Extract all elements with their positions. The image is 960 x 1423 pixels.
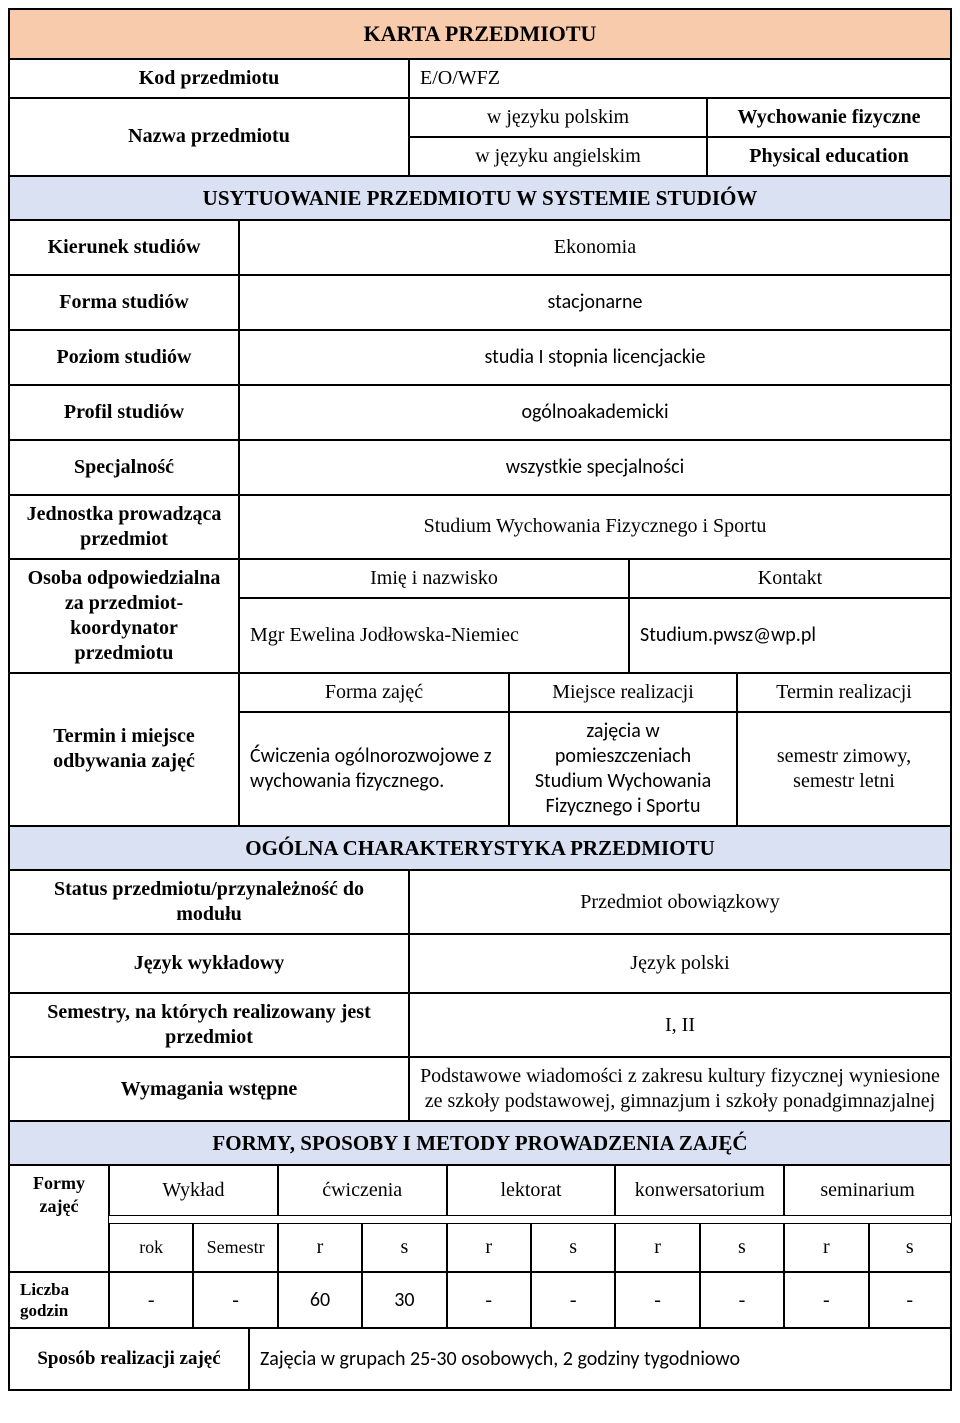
formy-sub-sem: Semestr [193, 1223, 277, 1272]
row-sposob: Sposób realizacji zajęć Zajęcia w grupac… [9, 1328, 951, 1390]
row-nazwa: Nazwa przedmiotu w języku polskim Wychow… [9, 98, 951, 176]
termin-col-miejsce: Miejsce realizacji [509, 673, 737, 712]
liczba-c10: - [869, 1272, 951, 1329]
liczba-c5: - [447, 1272, 531, 1329]
formy-sub-r-4: r [615, 1223, 699, 1272]
osoba-label: Osoba odpowiedzialna za przedmiot- koord… [9, 559, 239, 673]
kierunek-label: Kierunek studiów [9, 220, 239, 275]
row-wymagania: Wymagania wstępne Podstawowe wiadomości … [9, 1057, 951, 1121]
row-kod: Kod przedmiotu E/O/WFZ [9, 59, 951, 98]
row-formy-sub: rok Semestr r s r s r s r s [9, 1223, 951, 1272]
liczba-c3: 60 [278, 1272, 362, 1329]
kierunek-value: Ekonomia [239, 220, 951, 275]
poziom-value: studia I stopnia licencjackie [239, 330, 951, 385]
forma-label: Forma studiów [9, 275, 239, 330]
formy-sub-r-2: r [278, 1223, 362, 1272]
row-poziom: Poziom studiów studia I stopnia licencja… [9, 330, 951, 385]
row-spec: Specjalność wszystkie specjalności [9, 440, 951, 495]
formy-col-cwiczenia: ćwiczenia [278, 1165, 447, 1216]
sposob-label: Sposób realizacji zajęć [9, 1328, 249, 1390]
liczba-c7: - [615, 1272, 699, 1329]
termin-miejsce: zajęcia w pomieszczeniach Studium Wychow… [509, 712, 737, 826]
osoba-col-contact: Kontakt [629, 559, 951, 598]
termin-forma: Ćwiczenia ogólnorozwojowe z wychowania f… [239, 712, 509, 826]
course-card-sheet: KARTA PRZEDMIOTU Kod przedmiotu E/O/WFZ … [8, 8, 952, 1391]
forma-value: stacjonarne [239, 275, 951, 330]
formy-col-konwersatorium: konwersatorium [615, 1165, 784, 1216]
semestry-label: Semestry, na których realizowany jest pr… [9, 993, 409, 1057]
kod-value: E/O/WFZ [409, 59, 951, 98]
nazwa-lang-pl: w języku polskim [409, 98, 707, 137]
status-label: Status przedmiotu/przynależność do moduł… [9, 870, 409, 934]
kod-label: Kod przedmiotu [9, 59, 409, 98]
status-value: Przedmiot obowiązkowy [409, 870, 951, 934]
osoba-contact: Studium.pwsz@wp.pl [629, 598, 951, 673]
row-jezyk: Język wykładowy Język polski [9, 934, 951, 993]
row-termin: Termin i miejsce odbywania zajęć Forma z… [9, 673, 951, 826]
liczba-c4: 30 [362, 1272, 446, 1329]
section-usytuowanie: USYTUOWANIE PRZEDMIOTU W SYSTEMIE STUDIÓ… [9, 176, 951, 220]
nazwa-value-en: Physical education [707, 137, 951, 176]
formy-sub-s-4: s [700, 1223, 784, 1272]
title-header: KARTA PRZEDMIOTU [9, 9, 951, 59]
osoba-col-name: Imię i nazwisko [239, 559, 629, 598]
liczba-c1: - [109, 1272, 193, 1329]
jednostka-label: Jednostka prowadząca przedmiot [9, 495, 239, 559]
termin-col-forma: Forma zajęć [239, 673, 509, 712]
section-charakterystyka: OGÓLNA CHARAKTERYSTYKA PRZEDMIOTU [9, 826, 951, 870]
jezyk-value: Język polski [409, 934, 951, 993]
liczba-label: Liczba godzin [9, 1272, 109, 1329]
row-profil: Profil studiów ogólnoakademicki [9, 385, 951, 440]
liczba-c2: - [193, 1272, 277, 1329]
nazwa-value-pl: Wychowanie fizyczne [707, 98, 951, 137]
wymagania-label: Wymagania wstępne [9, 1057, 409, 1121]
jezyk-label: Język wykładowy [9, 934, 409, 993]
termin-col-termin: Termin realizacji [737, 673, 951, 712]
row-jednostka: Jednostka prowadząca przedmiot Studium W… [9, 495, 951, 559]
formy-label-spacer [9, 1223, 109, 1272]
formy-sub-s-3: s [531, 1223, 615, 1272]
row-forma: Forma studiów stacjonarne [9, 275, 951, 330]
sposob-value: Zajęcia w grupach 25-30 osobowych, 2 god… [249, 1328, 951, 1390]
profil-value: ogólnoakademicki [239, 385, 951, 440]
formy-col-lektorat: lektorat [447, 1165, 616, 1216]
row-liczba: Liczba godzin - - 60 30 - - - - - - [9, 1272, 951, 1329]
spec-value: wszystkie specjalności [239, 440, 951, 495]
formy-sub-r-3: r [447, 1223, 531, 1272]
spec-label: Specjalność [9, 440, 239, 495]
formy-sub-s-5: s [869, 1223, 951, 1272]
row-formy-header: Formy zajęć Wykład ćwiczenia lektorat ko… [9, 1165, 951, 1223]
nazwa-label: Nazwa przedmiotu [9, 98, 409, 176]
row-kierunek: Kierunek studiów Ekonomia [9, 220, 951, 275]
formy-sub-s-2: s [362, 1223, 446, 1272]
formy-sub-rok: rok [109, 1223, 193, 1272]
row-semestry: Semestry, na których realizowany jest pr… [9, 993, 951, 1057]
formy-sub-r-5: r [784, 1223, 868, 1272]
termin-label: Termin i miejsce odbywania zajęć [9, 673, 239, 826]
semestry-value: I, II [409, 993, 951, 1057]
liczba-c9: - [784, 1272, 868, 1329]
poziom-label: Poziom studiów [9, 330, 239, 385]
row-osoba: Osoba odpowiedzialna za przedmiot- koord… [9, 559, 951, 673]
liczba-c6: - [531, 1272, 615, 1329]
row-status: Status przedmiotu/przynależność do moduł… [9, 870, 951, 934]
formy-label: Formy zajęć [9, 1165, 109, 1223]
nazwa-lang-en: w języku angielskim [409, 137, 707, 176]
termin-termin: semestr zimowy, semestr letni [737, 712, 951, 826]
formy-col-wyklad: Wykład [109, 1165, 278, 1216]
profil-label: Profil studiów [9, 385, 239, 440]
liczba-c8: - [700, 1272, 784, 1329]
wymagania-value: Podstawowe wiadomości z zakresu kultury … [409, 1057, 951, 1121]
section-formy: FORMY, SPOSOBY I METODY PROWADZENIA ZAJĘ… [9, 1121, 951, 1165]
formy-col-seminarium: seminarium [784, 1165, 951, 1216]
osoba-name: Mgr Ewelina Jodłowska-Niemiec [239, 598, 629, 673]
jednostka-value: Studium Wychowania Fizycznego i Sportu [239, 495, 951, 559]
